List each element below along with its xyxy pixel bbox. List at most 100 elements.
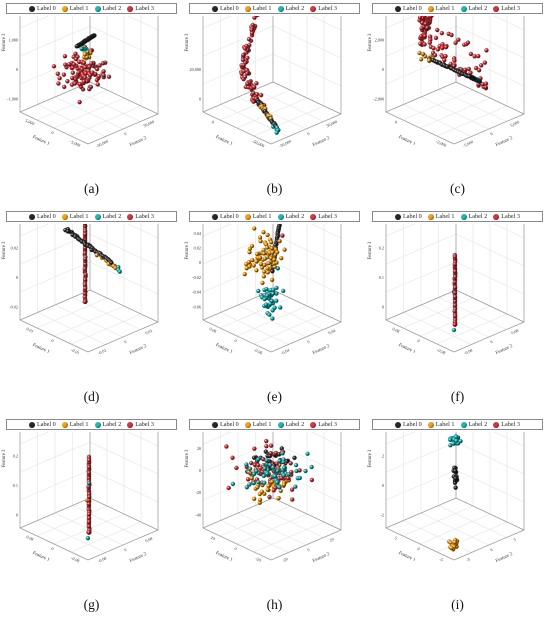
legend-item: Label 0 xyxy=(395,421,422,428)
legend-marker xyxy=(212,421,219,428)
point-label-1 xyxy=(272,257,277,262)
point-label-1 xyxy=(449,545,454,551)
y-axis-title: Feature 2 xyxy=(312,552,331,564)
x-axis-title: Feature 1 xyxy=(398,135,417,147)
point-label-3 xyxy=(63,62,68,67)
point-label-3 xyxy=(70,75,75,81)
point-label-2 xyxy=(447,437,453,443)
point-label-3 xyxy=(242,74,248,80)
legend-label: Label 1 xyxy=(69,213,89,220)
point-label-2 xyxy=(454,438,459,443)
point-label-1 xyxy=(94,252,100,258)
legend-marker xyxy=(277,5,284,12)
legend-item: Label 0 xyxy=(29,5,56,12)
point-label-3 xyxy=(452,269,458,274)
point-label-1 xyxy=(266,260,272,266)
y-tick-label: 0 xyxy=(306,339,310,344)
y-tick-label: 50,000 xyxy=(325,119,338,129)
z-tick-label: 2,000 xyxy=(375,37,384,43)
legend-marker xyxy=(61,5,68,12)
point-label-3 xyxy=(87,494,92,500)
point-label-1 xyxy=(261,274,267,279)
point-label-3 xyxy=(56,81,61,86)
point-label-3 xyxy=(249,460,254,466)
legend-item: Label 2 xyxy=(94,421,121,428)
y-tick-label: -5,000 xyxy=(462,139,474,149)
point-label-3 xyxy=(241,52,246,58)
point-label-2 xyxy=(293,484,298,489)
point-label-3 xyxy=(106,74,112,79)
legend-label: Label 3 xyxy=(501,421,520,428)
x-tick-label: -0.08 xyxy=(436,347,446,355)
x-axis-title: Feature 1 xyxy=(32,551,51,563)
point-label-1 xyxy=(426,58,432,63)
point-label-3 xyxy=(65,79,70,84)
point-label-3 xyxy=(452,254,458,259)
point-label-3 xyxy=(71,62,77,67)
point-label-1 xyxy=(420,51,426,57)
point-label-2 xyxy=(281,459,286,465)
y-tick-label: 50,000 xyxy=(142,119,155,129)
panel-caption: (a) xyxy=(84,181,99,196)
point-label-3 xyxy=(422,42,427,47)
legend-marker xyxy=(127,5,134,12)
point-label-3 xyxy=(224,444,229,449)
x-tick-label: 0.06 xyxy=(209,326,218,334)
legend-marker xyxy=(310,421,317,428)
legend: Label 0 Label 1 Label 2 Label 3 xyxy=(6,419,177,430)
x-tick-label: -5,000 xyxy=(69,139,81,149)
point-label-2 xyxy=(286,472,291,477)
point-label-1 xyxy=(254,268,259,273)
point-label-3 xyxy=(88,72,93,78)
point-label-2 xyxy=(262,480,267,485)
point-label-2 xyxy=(277,458,282,464)
point-label-3 xyxy=(252,446,257,451)
y-tick-label: 0 xyxy=(489,339,493,344)
y-tick-label: 0.08 xyxy=(510,328,519,336)
axis-box xyxy=(202,16,342,145)
y-axis-title: Feature 2 xyxy=(312,136,331,148)
x-axis-title: Feature 1 xyxy=(32,135,51,147)
legend-marker xyxy=(244,213,251,220)
point-label-3 xyxy=(452,58,457,63)
legend-marker xyxy=(427,5,434,12)
legend-marker xyxy=(395,421,402,428)
legend-label: Label 0 xyxy=(37,421,56,428)
legend-marker xyxy=(460,5,467,12)
legend-label: Label 0 xyxy=(37,213,56,220)
point-label-3 xyxy=(484,48,489,53)
legend-marker xyxy=(94,421,101,428)
z-tick-label: 1,000 xyxy=(9,37,18,43)
point-label-3 xyxy=(452,313,458,319)
point-label-3 xyxy=(285,476,291,481)
point-label-3 xyxy=(439,30,445,36)
y-axis-title: Feature 2 xyxy=(495,136,514,148)
legend-marker xyxy=(127,421,134,428)
z-tick-label: 0 xyxy=(199,260,201,265)
point-label-2 xyxy=(262,466,268,471)
point-label-3 xyxy=(453,40,458,46)
legend-marker xyxy=(460,421,467,428)
point-label-2 xyxy=(247,466,253,471)
point-label-1 xyxy=(279,255,284,261)
point-label-3 xyxy=(86,470,92,475)
point-label-3 xyxy=(418,41,423,46)
legend-item: Label 2 xyxy=(460,5,487,12)
legend-item: Label 1 xyxy=(61,5,89,12)
z-tick-label: 0.1 xyxy=(13,483,18,488)
point-label-1 xyxy=(252,226,257,231)
point-label-1 xyxy=(265,270,271,275)
point-label-1 xyxy=(418,57,424,62)
y-tick-label: 20 xyxy=(329,536,335,542)
point-label-3 xyxy=(483,85,488,90)
legend-label: Label 0 xyxy=(220,421,239,428)
point-label-1 xyxy=(247,264,252,269)
legend-item: Label 0 xyxy=(212,421,239,428)
z-axis-title: Feature 3 xyxy=(185,449,190,468)
point-label-2 xyxy=(85,535,91,541)
y-tick-label: 0 xyxy=(123,131,127,136)
point-label-3 xyxy=(465,40,471,45)
point-label-3 xyxy=(62,84,67,90)
z-tick-label: 0.02 xyxy=(194,245,201,250)
point-label-3 xyxy=(95,82,100,87)
